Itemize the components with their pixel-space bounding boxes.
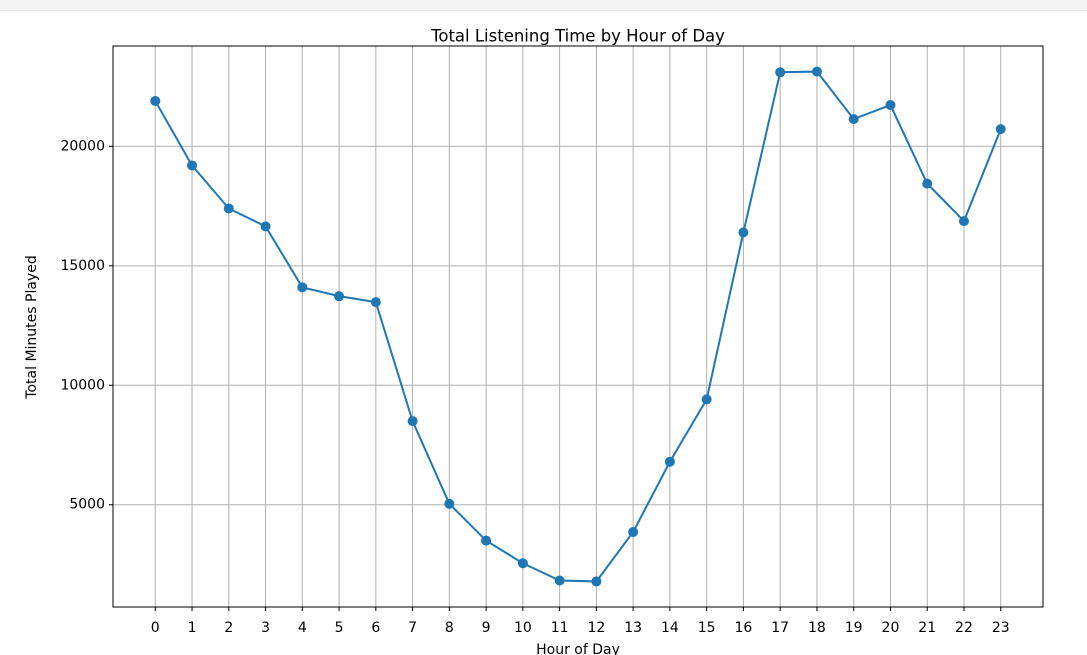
y-axis-label: Total Minutes Played [24,255,40,399]
data-point [811,66,822,77]
data-point [187,160,198,171]
data-point [150,95,161,106]
x-tick-label: 7 [408,620,417,636]
data-point [922,178,933,189]
data-point [958,216,969,227]
x-tick-label: 13 [624,620,642,636]
plot-frame [112,45,1044,608]
data-point [407,416,418,427]
x-tick-label: 5 [335,620,344,636]
x-tick-label: 0 [151,620,160,636]
x-tick-label: 4 [298,620,307,636]
data-point [995,124,1006,135]
chart-title: Total Listening Time by Hour of Day [430,27,725,46]
x-tick-label: 18 [808,620,826,636]
data-line [154,70,1002,583]
x-tick-label: 10 [514,620,532,636]
x-tick-label: 6 [371,620,380,636]
x-tick-label: 20 [882,620,900,636]
x-tick-label: 16 [735,620,753,636]
data-point [444,498,455,509]
y-tick-label: 15000 [60,258,105,274]
x-tick-label: 2 [224,620,233,636]
x-tick-label: 15 [698,620,716,636]
y-tick-label: 10000 [60,377,105,393]
x-tick-label: 14 [661,620,679,636]
x-tick-label: 21 [918,620,936,636]
data-point [701,394,712,405]
data-point [223,203,234,214]
x-tick-label: 22 [955,620,973,636]
data-point [260,221,271,232]
y-tick-label: 5000 [69,497,105,513]
data-point [664,456,675,467]
data-point [334,291,345,302]
x-axis-label: Hour of Day [536,642,620,655]
data-point [297,282,308,293]
data-point [481,535,492,546]
x-tick-label: 17 [771,620,789,636]
data-point [628,526,639,537]
x-tick-label: 11 [551,620,569,636]
x-tick-label: 19 [845,620,863,636]
x-tick-label: 12 [587,620,605,636]
data-point [848,114,859,125]
cell-border [0,0,1087,11]
data-point [554,575,565,586]
data-point [517,558,528,569]
x-tick-label: 9 [482,620,491,636]
data-point [738,227,749,238]
x-tick-label: 23 [992,620,1010,636]
x-tick-label: 8 [445,620,454,636]
y-tick-label: 20000 [60,138,105,154]
data-point [591,576,602,587]
data-point [885,100,896,111]
x-tick-label: 3 [261,620,270,636]
data-point [370,297,381,308]
x-tick-label: 1 [188,620,197,636]
data-point [775,67,786,78]
